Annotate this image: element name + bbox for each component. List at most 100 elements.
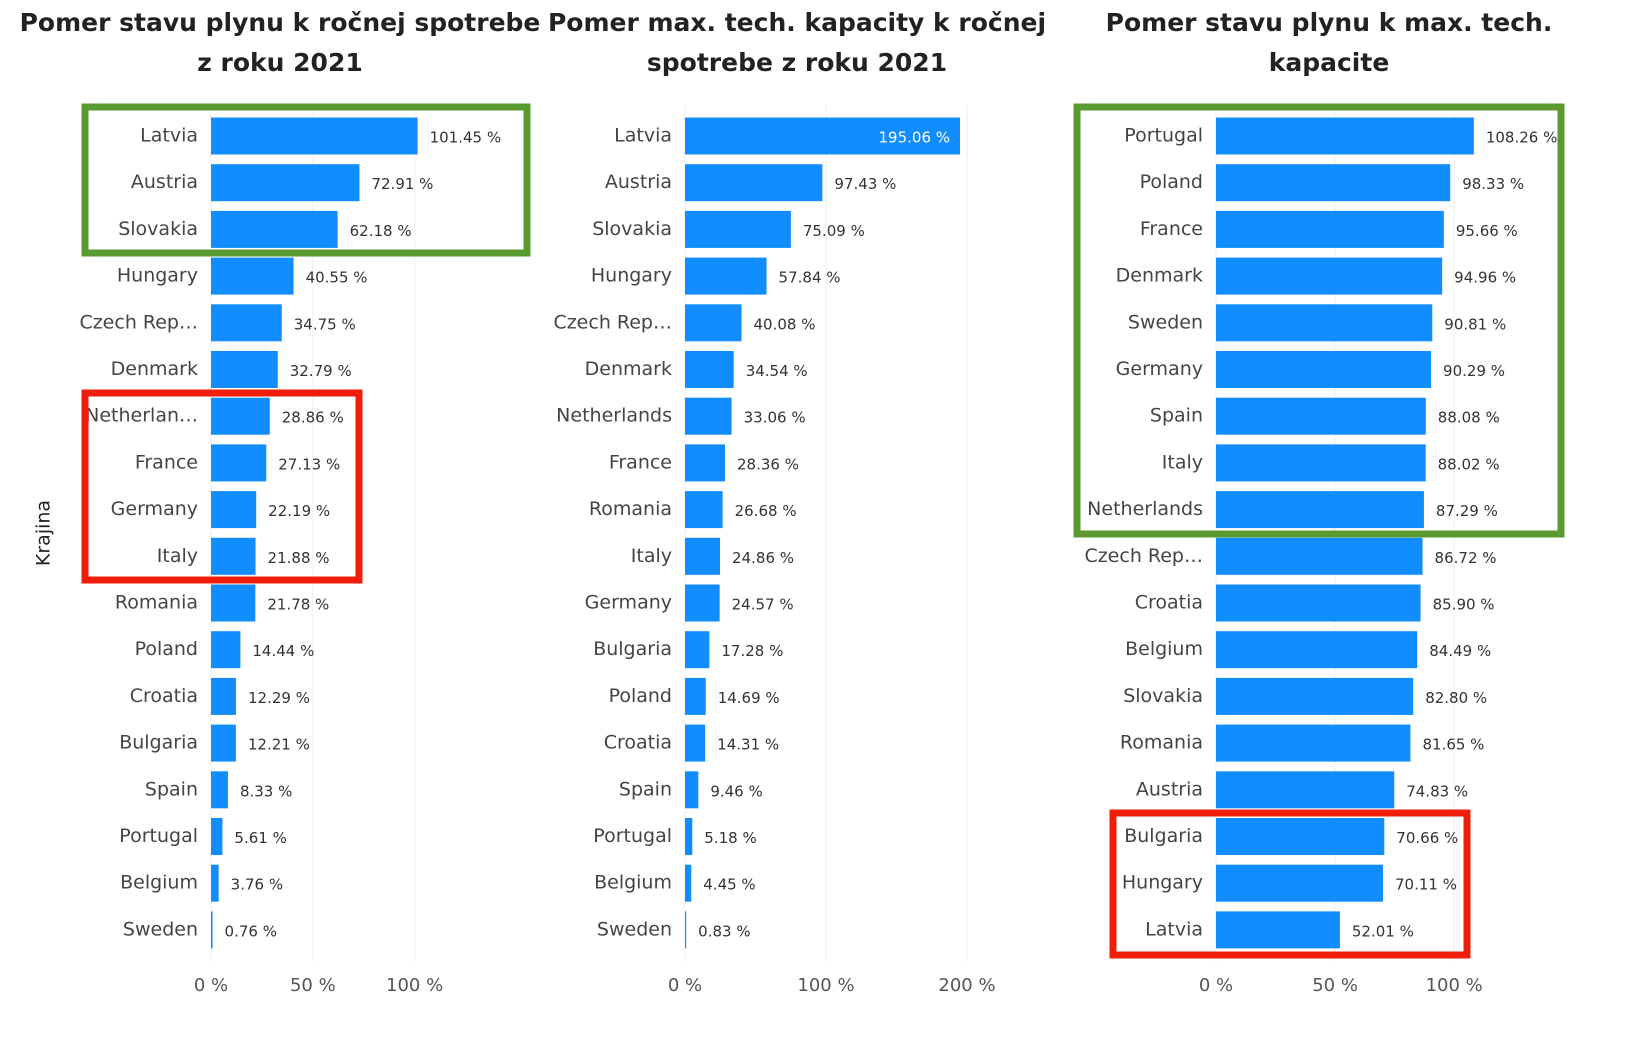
bar xyxy=(211,444,267,482)
category-label: Slovakia xyxy=(118,218,198,240)
plots: Pomer stavu plynu k ročnej spotrebe z rok… xyxy=(20,8,1558,996)
bar xyxy=(1216,444,1426,482)
data-label: 14.44 % xyxy=(252,642,314,660)
data-label: 21.78 % xyxy=(267,596,329,614)
data-label: 28.36 % xyxy=(737,455,799,473)
bar xyxy=(211,677,237,715)
category-label: Portugal xyxy=(593,825,672,847)
category-label: Bulgaria xyxy=(593,638,672,660)
data-label: 24.57 % xyxy=(732,596,794,614)
bar xyxy=(685,491,723,529)
category-label: Italy xyxy=(1162,451,1203,473)
bar xyxy=(211,631,241,669)
bar xyxy=(685,724,706,762)
data-label: 70.11 % xyxy=(1395,876,1457,894)
data-label: 40.55 % xyxy=(306,269,368,287)
category-label: Belgium xyxy=(1125,638,1203,660)
category-label: Germany xyxy=(111,498,198,520)
category-label: Latvia xyxy=(140,125,198,147)
chart-title: kapacite xyxy=(1269,48,1390,77)
category-label: Hungary xyxy=(1122,872,1203,894)
category-label: France xyxy=(135,451,198,473)
category-label: Poland xyxy=(609,685,672,707)
category-label: Portugal xyxy=(1124,125,1203,147)
data-label: 24.86 % xyxy=(732,549,794,567)
bar xyxy=(685,537,721,575)
bar xyxy=(685,864,692,902)
x-tick-label: 0 % xyxy=(668,975,702,996)
category-label: Netherlands xyxy=(1087,498,1203,520)
data-label: 4.45 % xyxy=(703,876,755,894)
chart-title: Pomer stavu plynu k max. tech. xyxy=(1106,8,1553,37)
bar xyxy=(685,117,961,155)
category-label: Belgium xyxy=(594,872,672,894)
data-label: 28.86 % xyxy=(282,409,344,427)
category-label: Latvia xyxy=(614,125,672,147)
category-label: Croatia xyxy=(1135,592,1203,614)
highlight-box xyxy=(81,389,363,584)
category-label: Spain xyxy=(1150,405,1203,427)
data-label: 90.81 % xyxy=(1444,315,1506,333)
bar xyxy=(211,818,223,855)
data-label: 88.02 % xyxy=(1438,455,1500,473)
category-label: Latvia xyxy=(1145,918,1203,940)
bar xyxy=(685,584,720,622)
bar xyxy=(211,117,418,155)
data-label: 14.31 % xyxy=(717,736,779,754)
data-label: 81.65 % xyxy=(1422,736,1484,754)
data-label: 85.90 % xyxy=(1433,596,1495,614)
category-label: Croatia xyxy=(604,732,672,754)
category-label: Netherlands xyxy=(556,405,672,427)
category-label: Portugal xyxy=(119,825,198,847)
bar xyxy=(685,210,791,248)
bar xyxy=(685,771,699,809)
category-label: Belgium xyxy=(120,872,198,894)
category-label: France xyxy=(1140,218,1203,240)
category-label: Germany xyxy=(585,592,672,614)
data-label: 17.28 % xyxy=(721,642,783,660)
bar xyxy=(1216,117,1474,155)
data-label: 84.49 % xyxy=(1429,642,1491,660)
bar xyxy=(685,911,687,949)
data-label: 32.79 % xyxy=(290,362,352,380)
data-label: 75.09 % xyxy=(803,222,865,240)
data-label: 87.29 % xyxy=(1436,502,1498,520)
x-tick-label: 50 % xyxy=(290,975,336,996)
category-label: Spain xyxy=(145,778,198,800)
bar xyxy=(1216,537,1423,575)
category-label: Austria xyxy=(131,171,198,193)
category-label: Germany xyxy=(1116,358,1203,380)
data-label: 34.54 % xyxy=(746,362,808,380)
x-tick-label: 100 % xyxy=(1426,975,1483,996)
data-label: 97.43 % xyxy=(834,175,896,193)
bar xyxy=(685,677,706,715)
category-label: Netherlan… xyxy=(85,405,198,427)
category-label: Austria xyxy=(1136,778,1203,800)
data-label: 82.80 % xyxy=(1425,689,1487,707)
bar xyxy=(685,164,823,202)
data-label: 21.88 % xyxy=(268,549,330,567)
bar xyxy=(211,351,278,388)
category-label: Croatia xyxy=(130,685,198,707)
chart-title: spotrebe z roku 2021 xyxy=(647,48,947,77)
x-tick-label: 200 % xyxy=(938,975,995,996)
category-label: Hungary xyxy=(117,265,198,287)
category-label: Hungary xyxy=(591,265,672,287)
category-label: Denmark xyxy=(585,358,672,380)
highlight-box xyxy=(1073,103,1565,538)
category-label: Slovakia xyxy=(1123,685,1203,707)
data-label: 33.06 % xyxy=(744,409,806,427)
bar xyxy=(211,584,256,622)
category-label: France xyxy=(609,451,672,473)
data-label: 95.66 % xyxy=(1456,222,1518,240)
data-label: 3.76 % xyxy=(231,876,283,894)
bar xyxy=(211,210,338,248)
data-label: 40.08 % xyxy=(754,315,816,333)
category-label: Poland xyxy=(135,638,198,660)
data-label: 12.21 % xyxy=(248,736,310,754)
bar xyxy=(211,911,213,949)
category-label: Czech Rep… xyxy=(553,311,672,333)
category-label: Austria xyxy=(605,171,672,193)
data-label: 5.18 % xyxy=(704,829,756,847)
